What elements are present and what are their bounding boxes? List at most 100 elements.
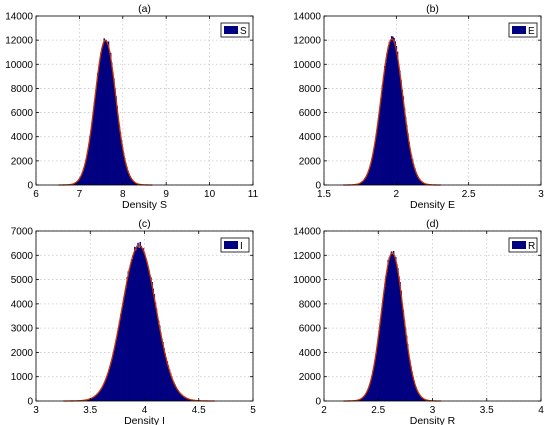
histogram-bar: [404, 327, 407, 401]
y-tick-label: 12000: [5, 36, 33, 47]
histogram-bar: [110, 362, 112, 401]
histogram-bar: [114, 343, 116, 401]
axes-frame: [35, 15, 254, 186]
histogram-bar: [104, 40, 106, 186]
histogram-bar: [406, 125, 408, 185]
legend-label: R: [528, 241, 535, 252]
histogram-bar: [99, 390, 101, 401]
histogram-bar: [416, 390, 419, 401]
histogram-bar: [142, 248, 145, 401]
histogram-bar: [404, 116, 407, 185]
y-tick-label: 6000: [299, 108, 322, 119]
histogram-bar: [415, 172, 417, 185]
histogram-bar: [418, 394, 421, 401]
histogram-bar: [76, 181, 78, 185]
x-axis-label: Density I: [124, 415, 165, 425]
histogram-bar: [373, 146, 376, 185]
legend-label: I: [240, 241, 243, 252]
chart-panel-1: 6 7 8 9 10 11 0 2000 4000 6000 8000 10000 12000 14000…: [5, 3, 258, 211]
histogram-bar: [116, 333, 119, 401]
histogram-bar: [144, 257, 147, 401]
histogram-bar: [80, 175, 83, 185]
histogram-bar: [174, 384, 176, 401]
histogram-bar: [176, 388, 178, 401]
histogram-bar: [127, 271, 130, 401]
histogram-bar: [387, 46, 390, 186]
histogram-bar: [121, 147, 124, 185]
histogram-bar: [402, 96, 405, 185]
histogram-bar: [388, 257, 390, 401]
histogram-bar: [165, 357, 167, 401]
x-tick-label: 3.5: [480, 405, 494, 416]
legend: I: [220, 237, 250, 253]
histogram-bar: [416, 174, 418, 185]
histogram-bar: [179, 393, 182, 401]
histogram-bar: [136, 245, 138, 401]
histogram-bar: [363, 180, 365, 185]
histogram-bar: [358, 183, 361, 185]
y-tick-label: 10000: [293, 60, 321, 71]
plot-area: [36, 16, 253, 185]
histogram-bar: [414, 168, 416, 185]
histogram-bar: [128, 173, 130, 185]
histogram-bar: [371, 376, 373, 401]
histogram-bar: [367, 387, 370, 401]
y-tick-label: 14000: [293, 12, 321, 23]
x-tick-label: 4: [142, 405, 148, 416]
histogram-bar: [100, 52, 102, 185]
histogram-bar: [402, 310, 405, 401]
histogram-bar: [366, 390, 369, 401]
histogram-bar: [118, 321, 121, 401]
histogram-bar: [175, 386, 177, 401]
histogram-bar: [414, 384, 417, 401]
histogram-bar: [153, 294, 156, 401]
histogram-bar: [401, 89, 403, 185]
histogram-bar: [118, 124, 121, 185]
histogram-bar: [421, 397, 423, 401]
y-tick-label: 8000: [299, 84, 322, 95]
histogram-bar: [417, 392, 420, 401]
histogram-bar: [384, 66, 386, 185]
y-tick-label: 8000: [11, 84, 34, 95]
histogram-bar: [386, 272, 388, 401]
histogram-bar: [130, 178, 133, 185]
y-tick-label: 4000: [299, 132, 322, 143]
histogram-bar: [159, 325, 161, 401]
histogram-bar: [177, 390, 179, 401]
y-tick-label: 4000: [299, 348, 322, 359]
histogram-bar: [127, 170, 129, 185]
histogram-bar: [392, 36, 394, 185]
y-tick-label: 2000: [299, 156, 322, 167]
histogram-bar: [91, 121, 93, 185]
histogram-bar: [104, 379, 107, 401]
histogram-bar: [117, 328, 120, 401]
histogram-bar: [138, 247, 140, 401]
histogram-bar: [100, 388, 102, 401]
x-tick-label: 2: [394, 189, 400, 200]
legend: R: [508, 237, 538, 253]
histogram-bar: [126, 166, 128, 185]
histogram-bar: [120, 140, 123, 185]
histogram-bar: [396, 264, 398, 401]
y-tick-label: 7000: [11, 227, 34, 238]
histogram-bar: [113, 349, 115, 401]
histogram-bar: [119, 314, 122, 401]
histogram-bar: [384, 286, 386, 401]
y-tick-label: 14000: [293, 227, 321, 238]
histogram-bar: [401, 303, 404, 401]
histogram-bar: [73, 183, 75, 185]
histogram-bar: [131, 179, 134, 185]
histogram-bar: [385, 62, 387, 185]
histogram-bar: [105, 40, 108, 186]
histogram-bar: [166, 361, 169, 401]
histogram-bar: [397, 64, 400, 185]
histogram-bar: [375, 353, 377, 401]
legend: E: [508, 22, 538, 38]
y-tick-label: 2000: [11, 156, 34, 167]
histogram-bar: [128, 268, 131, 401]
histogram-bar: [103, 38, 105, 185]
y-tick-label: 6000: [299, 324, 322, 335]
y-tick-label: 6000: [11, 108, 34, 119]
histogram-bar: [186, 398, 188, 401]
histogram-bar: [95, 86, 98, 185]
